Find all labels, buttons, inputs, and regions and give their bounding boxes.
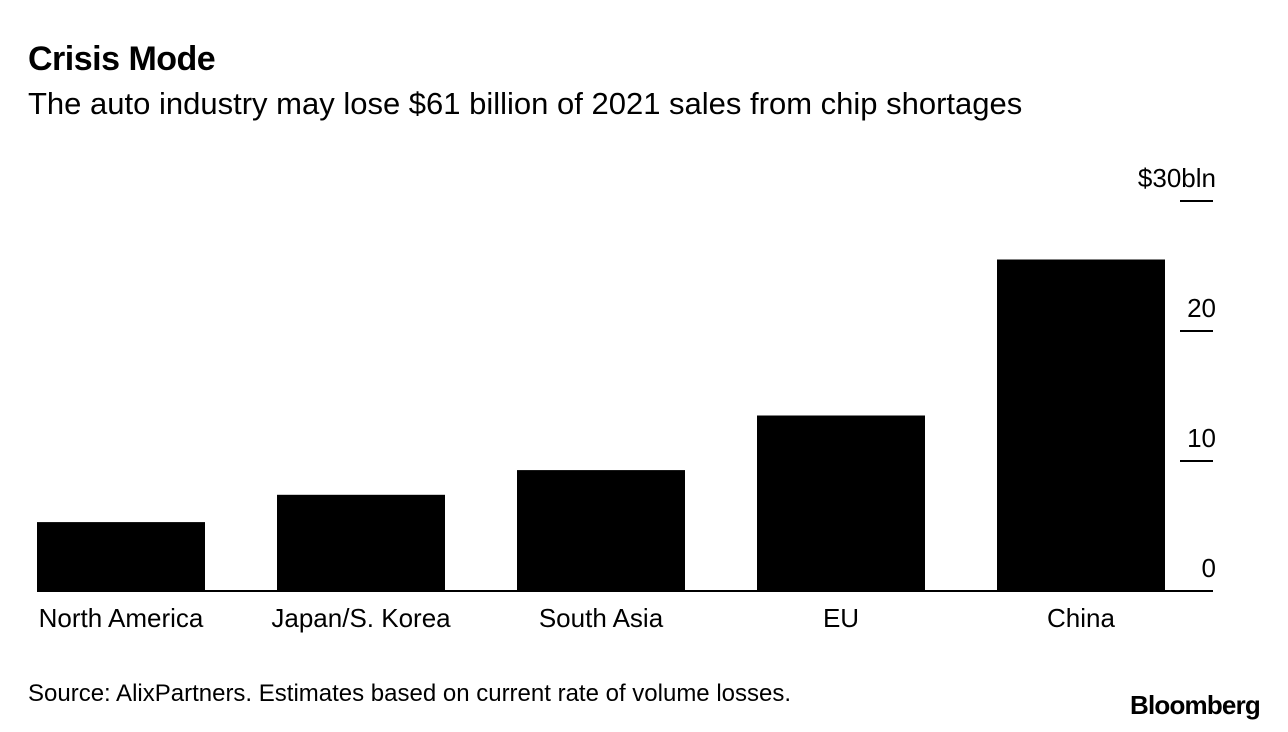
- bar-china: [997, 259, 1165, 591]
- bar-south-asia: [517, 470, 685, 591]
- bloomberg-logo: Bloomberg: [1129, 690, 1261, 720]
- chart-title: Crisis Mode: [28, 40, 216, 78]
- chart-subtitle: The auto industry may lose $61 billion o…: [28, 86, 1023, 121]
- bar-eu: [757, 415, 925, 591]
- y-tick-label: 0: [1202, 553, 1216, 583]
- x-tick-label: South Asia: [539, 603, 664, 633]
- y-tick-label: $30bln: [1138, 163, 1216, 193]
- y-tick-label: 20: [1187, 293, 1216, 323]
- x-tick-label: North America: [39, 603, 204, 633]
- source-note: Source: AlixPartners. Estimates based on…: [28, 680, 792, 707]
- y-tick-label: 10: [1187, 423, 1216, 453]
- bar-north-america: [37, 522, 205, 591]
- x-tick-label: EU: [823, 603, 859, 633]
- bar-japan-s-korea: [277, 494, 445, 591]
- x-tick-label: China: [1047, 603, 1115, 633]
- x-tick-label: Japan/S. Korea: [271, 603, 451, 633]
